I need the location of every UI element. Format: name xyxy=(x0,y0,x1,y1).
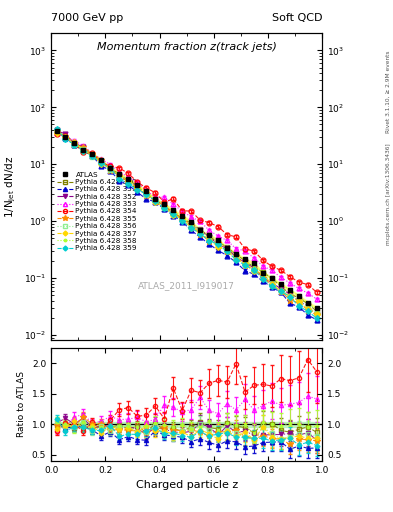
Text: Soft QCD: Soft QCD xyxy=(272,13,322,23)
Y-axis label: 1/N$_\mathregular{jet}$ dN/dz: 1/N$_\mathregular{jet}$ dN/dz xyxy=(4,156,18,218)
Text: 7000 GeV pp: 7000 GeV pp xyxy=(51,13,123,23)
Legend: ATLAS, Pythia 6.428 350, Pythia 6.428 351, Pythia 6.428 352, Pythia 6.428 353, P: ATLAS, Pythia 6.428 350, Pythia 6.428 35… xyxy=(54,169,140,254)
X-axis label: Charged particle z: Charged particle z xyxy=(136,480,238,490)
Text: ATLAS_2011_I919017: ATLAS_2011_I919017 xyxy=(138,281,235,290)
Text: mcplots.cern.ch [arXiv:1306.3436]: mcplots.cern.ch [arXiv:1306.3436] xyxy=(386,144,391,245)
Text: Momentum fraction z(track jets): Momentum fraction z(track jets) xyxy=(97,42,277,53)
Y-axis label: Ratio to ATLAS: Ratio to ATLAS xyxy=(17,372,26,437)
Text: Rivet 3.1.10, ≥ 2.9M events: Rivet 3.1.10, ≥ 2.9M events xyxy=(386,51,391,134)
